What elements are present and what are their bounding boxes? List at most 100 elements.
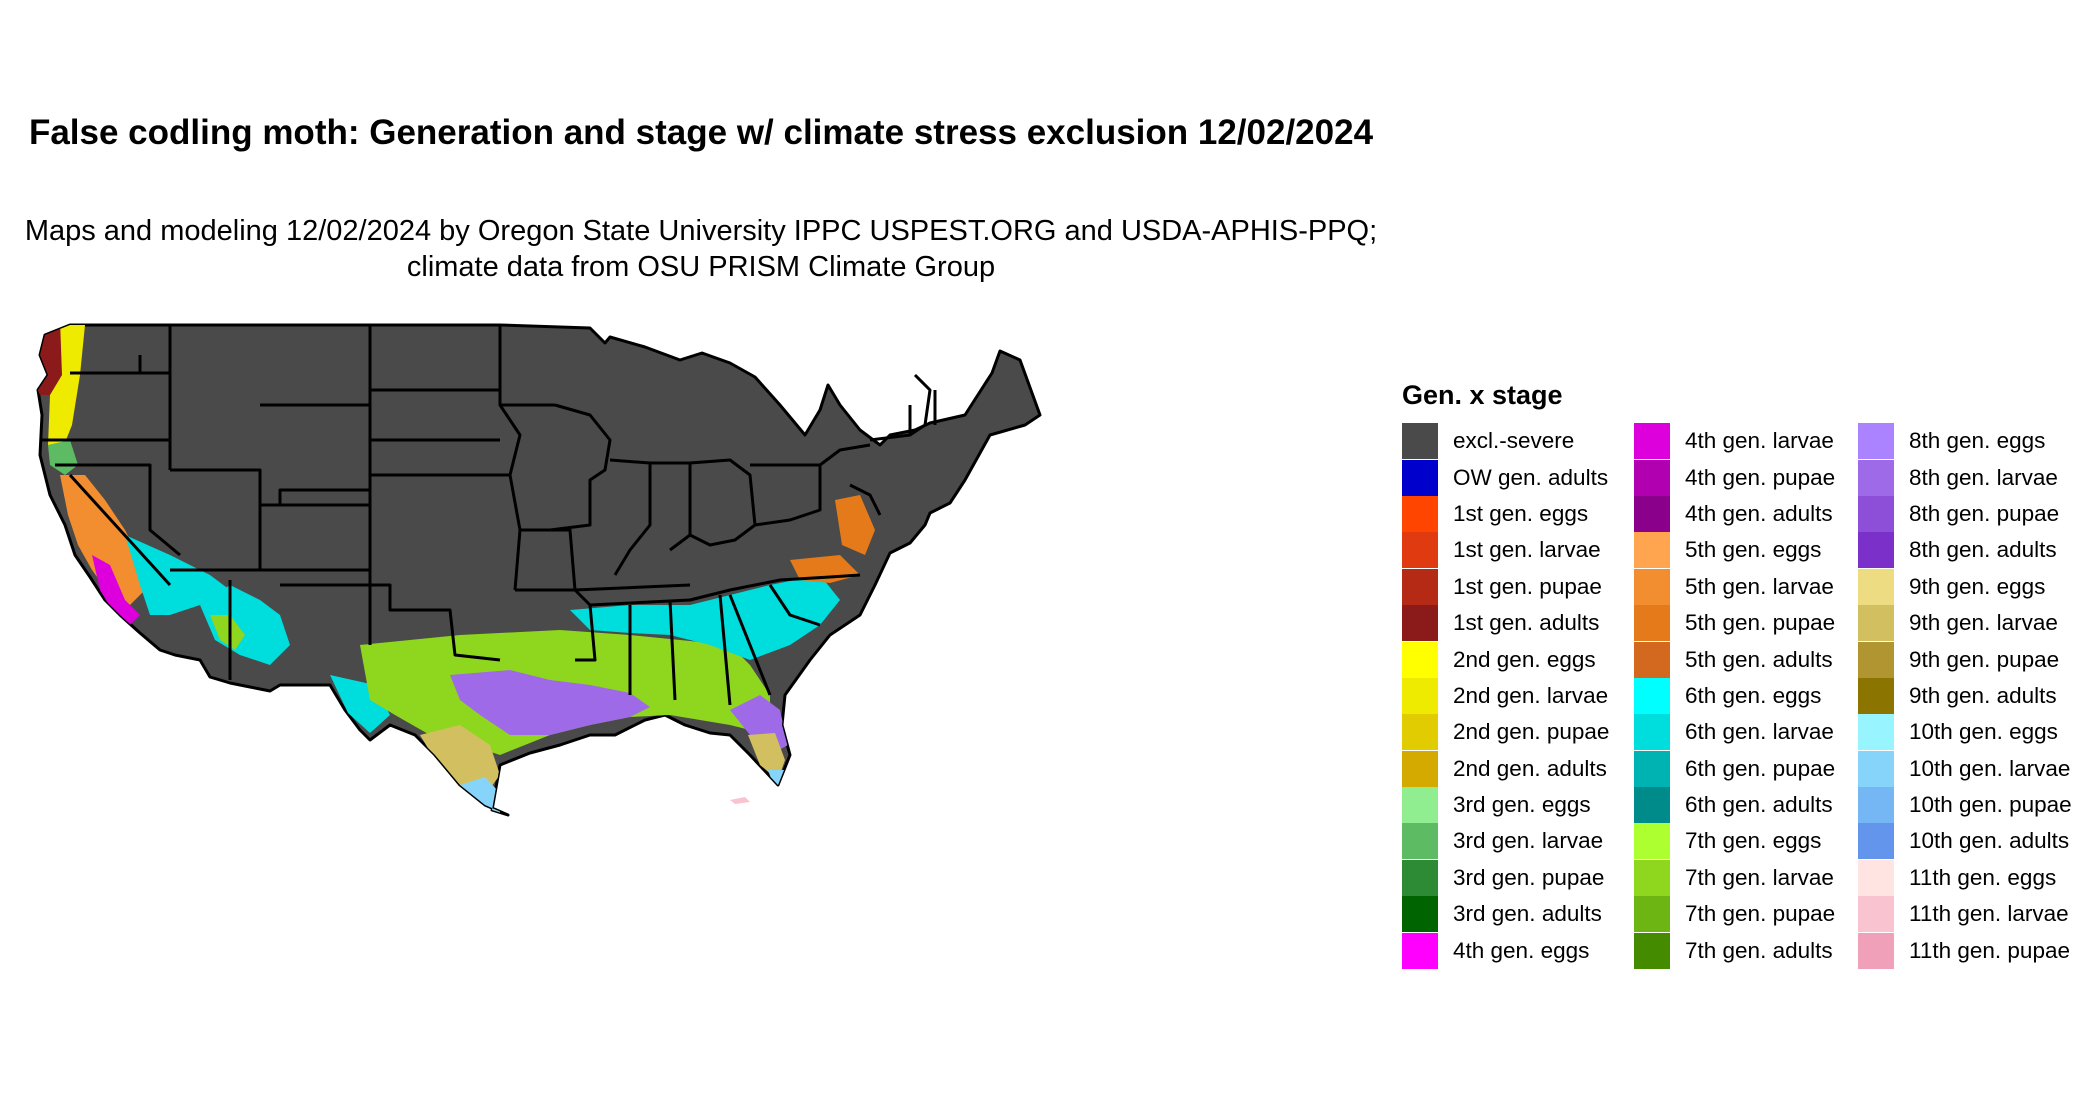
zone-west-mix: [60, 475, 145, 605]
legend-item: 4th gen. larvae: [1634, 423, 1858, 460]
legend-label: 11th gen. larvae: [1909, 901, 2069, 927]
zone-west-magenta: [92, 555, 140, 625]
zone-delmarva-orange: [835, 495, 875, 555]
zone-texas-gold: [420, 725, 500, 795]
legend-swatch: [1402, 495, 1438, 532]
zone-2nd-gen: [48, 325, 85, 455]
legend-swatch: [1634, 823, 1670, 860]
legend-item: 6th gen. pupae: [1634, 750, 1858, 787]
legend-item: 8th gen. pupae: [1858, 495, 2092, 532]
legend-item: 2nd gen. pupae: [1402, 714, 1634, 751]
zone-west-cyan: [125, 535, 230, 615]
legend-item: 8th gen. adults: [1858, 532, 2092, 569]
legend-label: 7th gen. pupae: [1685, 901, 1836, 927]
legend-swatch: [1634, 459, 1670, 496]
zone-desert-green: [210, 615, 245, 650]
key-islands: [730, 797, 750, 804]
legend-label: 10th gen. larvae: [1909, 755, 2071, 781]
legend-swatch: [1858, 823, 1894, 860]
legend-label: 3rd gen. eggs: [1453, 792, 1591, 818]
legend-swatch: [1858, 423, 1894, 460]
legend-label: 7th gen. adults: [1685, 937, 1833, 963]
legend-swatch: [1634, 605, 1670, 642]
legend-swatch: [1634, 641, 1670, 678]
legend-item: 6th gen. adults: [1634, 787, 1858, 824]
legend-title: Gen. x stage: [1402, 380, 1563, 410]
legend-item: 7th gen. pupae: [1634, 896, 1858, 933]
map-title: False codling moth: Generation and stage…: [28, 113, 1374, 152]
legend-swatch: [1858, 859, 1894, 896]
legend-swatch: [1402, 823, 1438, 860]
legend-swatch: [1858, 495, 1894, 532]
zone-florida-gold: [748, 733, 785, 780]
legend-label: 9th gen. pupae: [1909, 646, 2060, 672]
legend-swatch: [1634, 532, 1670, 569]
zone-southeast-cyan: [570, 575, 840, 660]
legend-swatch: [1402, 641, 1438, 678]
legend-label: 9th gen. adults: [1909, 682, 2057, 708]
legend-swatch: [1402, 932, 1438, 969]
legend-item: 5th gen. pupae: [1634, 605, 1858, 642]
legend-label: 7th gen. larvae: [1685, 864, 1834, 890]
legend-item: excl.-severe: [1402, 423, 1634, 460]
legend-label: 5th gen. adults: [1685, 646, 1833, 672]
legend-swatch: [1858, 677, 1894, 714]
zone-texas-blue: [460, 777, 500, 815]
legend-item: 7th gen. eggs: [1634, 823, 1858, 860]
legend-label: 1st gen. larvae: [1453, 537, 1601, 563]
legend-item: 11th gen. eggs: [1858, 859, 2092, 896]
legend-swatch: [1858, 714, 1894, 751]
legend-item: 6th gen. eggs: [1634, 677, 1858, 714]
legend-item: 2nd gen. larvae: [1402, 677, 1634, 714]
us-generation-map: [36, 323, 1042, 817]
legend-swatch: [1402, 750, 1438, 787]
zone-desert-cyan: [200, 585, 290, 665]
legend-item: 7th gen. larvae: [1634, 859, 1858, 896]
legend-item: 3rd gen. eggs: [1402, 787, 1634, 824]
legend-label: OW gen. adults: [1453, 464, 1609, 490]
map-subtitle: Maps and modeling 12/02/2024 by Oregon S…: [24, 215, 1378, 283]
legend-label: 8th gen. eggs: [1909, 428, 2046, 454]
legend-swatch: [1634, 859, 1670, 896]
legend-label: 8th gen. pupae: [1909, 500, 2060, 526]
legend-item: 8th gen. eggs: [1858, 423, 2092, 460]
legend: excl.-severe OW gen. adults 1st gen. eggs 1…: [1402, 423, 2092, 969]
legend-label: 11th gen. eggs: [1909, 864, 2057, 890]
legend-label: 5th gen. eggs: [1685, 537, 1822, 563]
legend-item: 11th gen. pupae: [1858, 932, 2092, 969]
legend-label: 7th gen. eggs: [1685, 828, 1822, 854]
legend-swatch: [1858, 641, 1894, 678]
legend-swatch: [1402, 787, 1438, 824]
legend-swatch: [1858, 750, 1894, 787]
legend-swatch: [1858, 932, 1894, 969]
legend-swatch: [1858, 787, 1894, 824]
legend-label: 3rd gen. adults: [1453, 901, 1602, 927]
legend-swatch: [1402, 896, 1438, 933]
legend-swatch: [1634, 714, 1670, 751]
legend-item: 3rd gen. larvae: [1402, 823, 1634, 860]
legend-swatch: [1634, 750, 1670, 787]
legend-item: 4th gen. eggs: [1402, 932, 1634, 969]
legend-label: 1st gen. eggs: [1453, 500, 1589, 526]
zone-gulf-purple: [450, 670, 650, 735]
legend-label: 5th gen. larvae: [1685, 573, 1834, 599]
legend-swatch: [1634, 495, 1670, 532]
legend-label: 6th gen. adults: [1685, 792, 1833, 818]
legend-swatch: [1402, 605, 1438, 642]
legend-label: 6th gen. pupae: [1685, 755, 1836, 781]
legend-swatch: [1402, 459, 1438, 496]
legend-label: 8th gen. adults: [1909, 537, 2057, 563]
legend-swatch: [1634, 677, 1670, 714]
legend-label: 6th gen. larvae: [1685, 719, 1834, 745]
legend-item: 4th gen. pupae: [1634, 459, 1858, 496]
legend-label: 5th gen. pupae: [1685, 610, 1836, 636]
legend-swatch: [1402, 532, 1438, 569]
legend-swatch: [1634, 932, 1670, 969]
legend-item: 10th gen. larvae: [1858, 750, 2092, 787]
legend-label: 4th gen. larvae: [1685, 428, 1834, 454]
legend-swatch: [1402, 677, 1438, 714]
legend-item: 1st gen. eggs: [1402, 495, 1634, 532]
legend-swatch: [1402, 423, 1438, 460]
legend-label: 2nd gen. larvae: [1453, 682, 1609, 708]
legend-swatch: [1402, 859, 1438, 896]
